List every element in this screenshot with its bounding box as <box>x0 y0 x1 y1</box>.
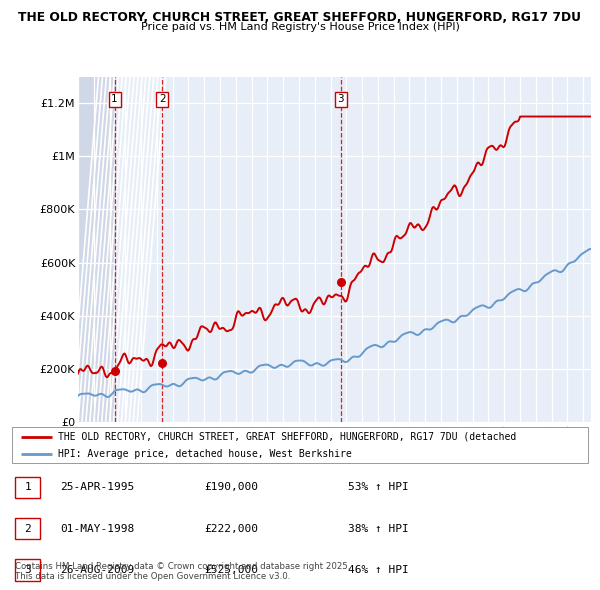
Text: 53% ↑ HPI: 53% ↑ HPI <box>348 483 409 492</box>
Text: THE OLD RECTORY, CHURCH STREET, GREAT SHEFFORD, HUNGERFORD, RG17 7DU (detached: THE OLD RECTORY, CHURCH STREET, GREAT SH… <box>58 432 517 442</box>
Text: 2: 2 <box>24 524 31 533</box>
Text: 3: 3 <box>338 94 344 104</box>
Text: HPI: Average price, detached house, West Berkshire: HPI: Average price, detached house, West… <box>58 449 352 459</box>
Text: £222,000: £222,000 <box>204 524 258 533</box>
FancyBboxPatch shape <box>12 427 588 463</box>
Text: 1: 1 <box>24 483 31 492</box>
Bar <box>78 77 115 422</box>
Text: £190,000: £190,000 <box>204 483 258 492</box>
Text: Price paid vs. HM Land Registry's House Price Index (HPI): Price paid vs. HM Land Registry's House … <box>140 22 460 32</box>
Text: THE OLD RECTORY, CHURCH STREET, GREAT SHEFFORD, HUNGERFORD, RG17 7DU: THE OLD RECTORY, CHURCH STREET, GREAT SH… <box>19 11 581 24</box>
Text: 2: 2 <box>159 94 166 104</box>
Text: 38% ↑ HPI: 38% ↑ HPI <box>348 524 409 533</box>
Text: 3: 3 <box>24 565 31 575</box>
Text: 01-MAY-1998: 01-MAY-1998 <box>60 524 134 533</box>
Text: 1: 1 <box>112 94 118 104</box>
Text: £525,000: £525,000 <box>204 565 258 575</box>
Text: 46% ↑ HPI: 46% ↑ HPI <box>348 565 409 575</box>
Text: 25-APR-1995: 25-APR-1995 <box>60 483 134 492</box>
Text: 26-AUG-2009: 26-AUG-2009 <box>60 565 134 575</box>
Text: Contains HM Land Registry data © Crown copyright and database right 2025.
This d: Contains HM Land Registry data © Crown c… <box>15 562 350 581</box>
